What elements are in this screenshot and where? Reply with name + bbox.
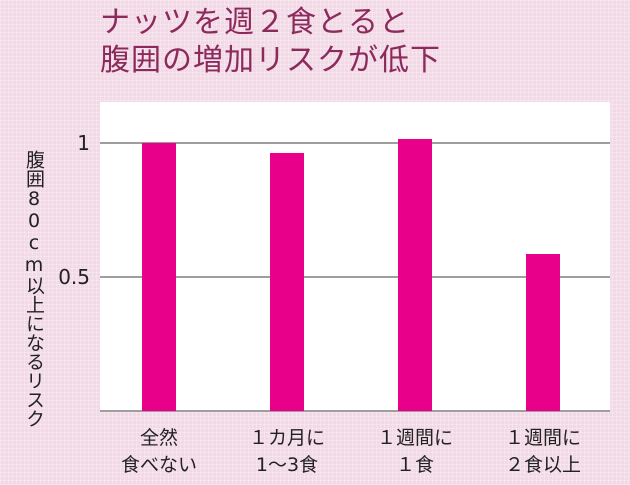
x-label-weekly-1: １週間に １食 [376, 427, 453, 476]
bar-monthly-1-3 [270, 153, 304, 411]
gridline-0-5 [100, 276, 610, 278]
bar-weekly-1 [398, 139, 432, 411]
y-tick-0-5: 0.5 [58, 265, 90, 289]
y-axis-label: 腹囲80cm以上になるリスク [23, 150, 45, 428]
bar-weekly-2-plus [526, 254, 560, 411]
bar-never [142, 143, 176, 411]
gridline-1 [100, 142, 610, 144]
x-label-weekly-2-plus: １週間に ２食以上 [504, 427, 581, 476]
chart-title-line-2: 腹囲の増加リスクが低下 [100, 43, 441, 78]
chart-title-line-1: ナッツを週２食とると [100, 5, 410, 40]
x-label-monthly: １カ月に 1〜3食 [248, 427, 325, 476]
x-axis-baseline [100, 410, 610, 412]
chart-title: ナッツを週２食とると 腹囲の増加リスクが低下 [100, 4, 441, 80]
x-label-never: 全然 食べない [120, 427, 197, 476]
y-tick-1: 1 [77, 131, 90, 155]
plot-area [100, 102, 610, 411]
